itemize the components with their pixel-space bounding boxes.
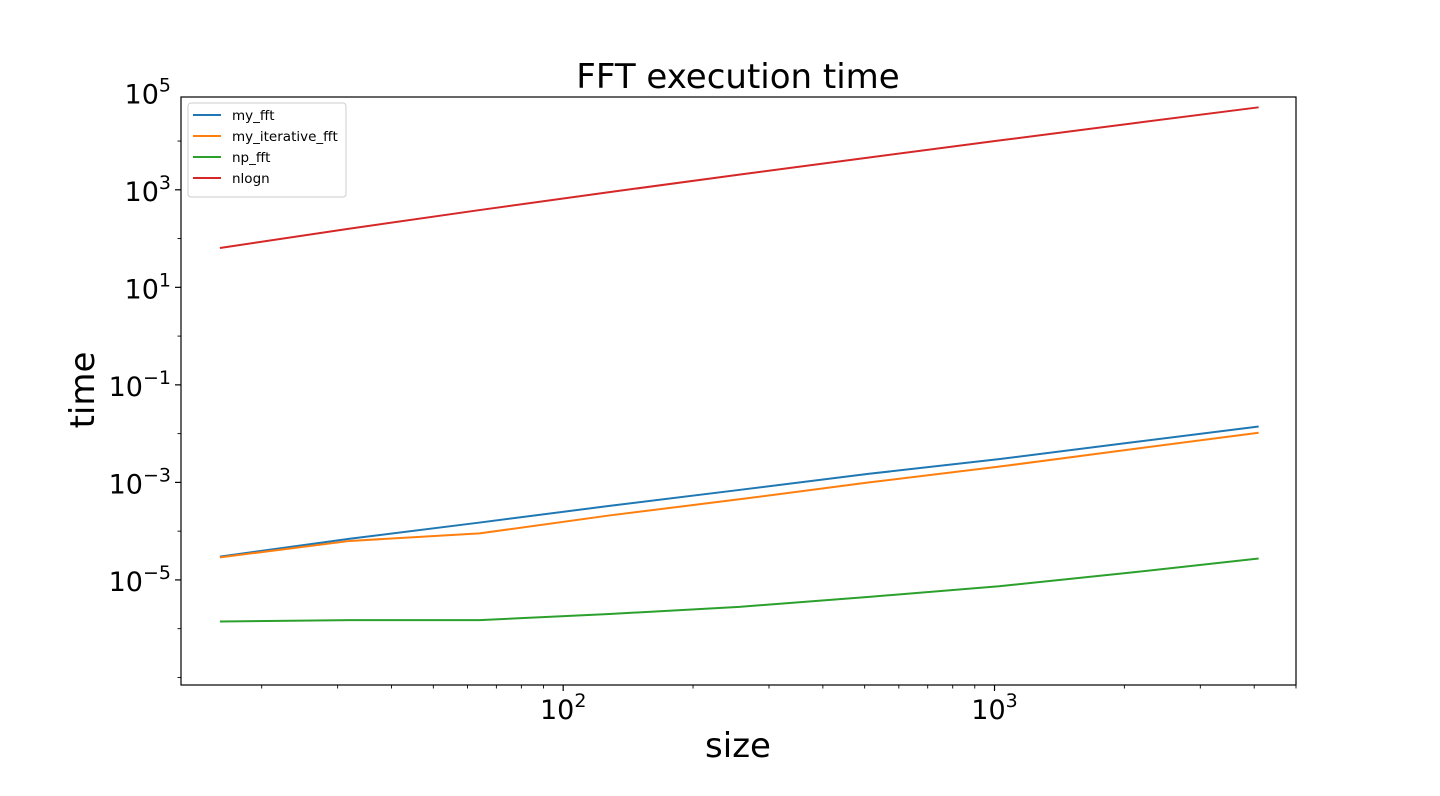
plot-area-frame [180, 96, 1297, 686]
y-tick-label: 10−5 [109, 562, 171, 598]
y-axis-label: time [63, 352, 103, 429]
legend-label-my_fft: my_fft [232, 108, 274, 124]
legend-label-my_iterative_fft: my_iterative_fft [232, 129, 338, 145]
y-tick-label: 105 [125, 74, 171, 110]
series-line-my_fft [219, 425, 1259, 558]
series-line-nlogn [219, 106, 1259, 250]
series-line-np_fft [219, 557, 1259, 623]
legend-frame [187, 102, 347, 198]
plot-lines [219, 106, 1259, 623]
chart-title: FFT execution time [576, 57, 899, 97]
legend-label-nlogn: nlogn [232, 171, 270, 187]
y-tick-label: 101 [125, 269, 171, 305]
y-tick-label: 10−3 [109, 464, 171, 500]
x-axis-label: size [705, 726, 771, 766]
x-axis-ticks: 102 103 [261, 685, 1297, 726]
x-tick-label: 102 [540, 690, 586, 726]
y-tick-label: 10−1 [109, 367, 171, 403]
legend-label-np_fft: np_fft [232, 150, 270, 166]
series-line-my_iterative_fft [219, 431, 1259, 559]
y-tick-label: 103 [125, 172, 171, 208]
x-tick-label: 103 [971, 690, 1017, 726]
y-axis-ticks: 105 103 101 10−1 10−3 10−5 [109, 74, 181, 678]
